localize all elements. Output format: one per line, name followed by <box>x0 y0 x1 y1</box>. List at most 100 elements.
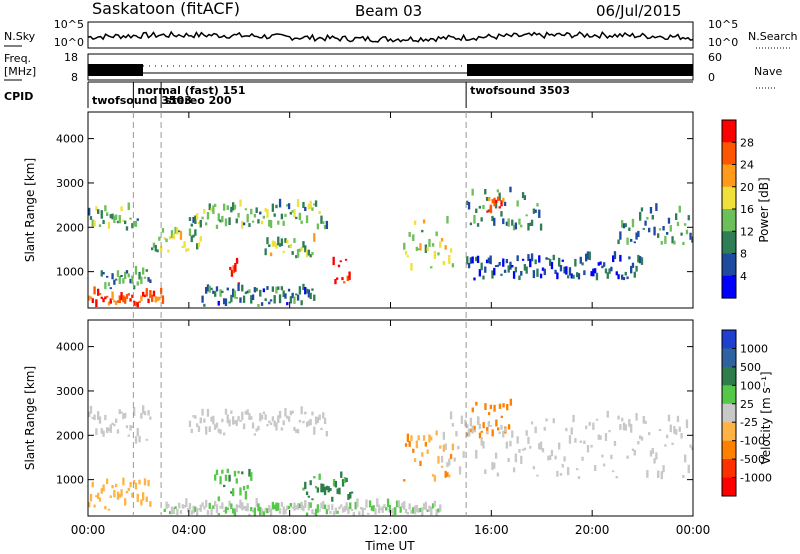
data-cell <box>160 246 163 253</box>
data-cell <box>257 425 260 431</box>
data-cell <box>469 257 473 264</box>
data-cell <box>649 207 653 214</box>
data-cell <box>181 504 184 509</box>
data-cell <box>484 469 487 474</box>
data-cell <box>435 231 438 237</box>
data-cell <box>116 270 120 277</box>
data-cell <box>498 262 501 266</box>
data-cell <box>658 228 662 231</box>
data-cell <box>93 504 96 508</box>
data-cell <box>134 301 138 307</box>
data-cell <box>284 213 287 217</box>
data-cell <box>298 212 302 221</box>
data-cell <box>689 232 692 240</box>
data-cell <box>514 453 518 463</box>
data-cell <box>282 250 285 253</box>
data-cell <box>280 286 284 291</box>
data-cell <box>529 445 532 449</box>
data-cell <box>266 209 269 218</box>
data-cell <box>140 412 143 419</box>
data-cell <box>489 404 493 409</box>
data-cell <box>316 504 320 513</box>
data-cell <box>271 203 275 212</box>
data-cell <box>88 502 91 508</box>
data-cell <box>147 298 150 304</box>
data-cell <box>442 260 446 266</box>
data-cell <box>343 477 347 483</box>
data-cell <box>577 476 581 479</box>
data-cell <box>316 416 320 423</box>
data-cell <box>111 291 114 301</box>
data-cell <box>100 210 103 219</box>
data-cell <box>500 415 503 418</box>
data-cell <box>331 504 334 511</box>
data-cell <box>419 460 422 466</box>
data-cell <box>437 252 440 256</box>
data-cell <box>617 274 620 280</box>
data-cell <box>408 503 411 510</box>
data-cell <box>219 219 222 223</box>
data-cell <box>325 509 329 515</box>
data-cell <box>262 511 266 516</box>
data-cell <box>332 256 335 266</box>
data-cell <box>426 509 429 512</box>
data-cell <box>480 430 483 433</box>
data-cell <box>185 248 188 252</box>
data-cell <box>158 296 161 301</box>
data-cell <box>621 220 624 228</box>
data-cell <box>208 203 211 211</box>
data-cell <box>601 454 604 458</box>
colorbar-tick-label: -1000 <box>740 472 772 485</box>
data-cell <box>217 496 220 502</box>
data-cell <box>523 264 527 271</box>
data-cell <box>151 294 154 302</box>
data-cell <box>253 433 257 436</box>
data-cell <box>107 301 111 306</box>
data-cell <box>478 269 482 277</box>
data-cell <box>572 414 575 423</box>
data-cell <box>473 425 476 433</box>
data-cell <box>100 296 103 299</box>
data-cell <box>615 476 618 479</box>
data-cell <box>239 297 242 303</box>
data-cell <box>295 255 298 259</box>
data-cell <box>675 213 678 220</box>
data-cell <box>642 415 645 424</box>
data-cell <box>316 487 320 493</box>
data-cell <box>428 238 431 247</box>
data-cell <box>489 255 492 265</box>
data-cell <box>194 506 197 512</box>
data-cell <box>538 255 541 263</box>
data-cell <box>318 414 321 421</box>
data-cell <box>215 286 219 292</box>
data-cell <box>161 228 165 233</box>
data-cell <box>228 217 231 225</box>
data-cell <box>422 435 426 441</box>
data-cell <box>269 252 273 257</box>
data-cell <box>487 412 491 416</box>
data-cell <box>111 213 114 220</box>
data-cell <box>215 469 219 475</box>
data-cell <box>412 448 415 453</box>
velocity-ylabel: Slant Range [km] <box>23 366 37 470</box>
data-cell <box>208 285 211 293</box>
colorbar-band <box>722 275 736 299</box>
data-cell <box>91 298 94 303</box>
data-cell <box>111 273 114 280</box>
data-cell <box>446 216 449 224</box>
data-cell <box>298 503 302 508</box>
data-cell <box>118 493 121 498</box>
data-cell <box>89 216 93 220</box>
data-cell <box>217 428 220 433</box>
data-cell <box>224 506 228 514</box>
data-cell <box>232 265 235 274</box>
data-cell <box>217 300 220 306</box>
data-cell <box>570 427 573 435</box>
data-cell <box>275 502 278 512</box>
data-cell <box>667 217 671 224</box>
data-cell <box>242 505 246 510</box>
data-cell <box>673 240 676 245</box>
data-cell <box>361 507 365 516</box>
data-cell <box>302 505 305 512</box>
data-cell <box>336 488 339 494</box>
